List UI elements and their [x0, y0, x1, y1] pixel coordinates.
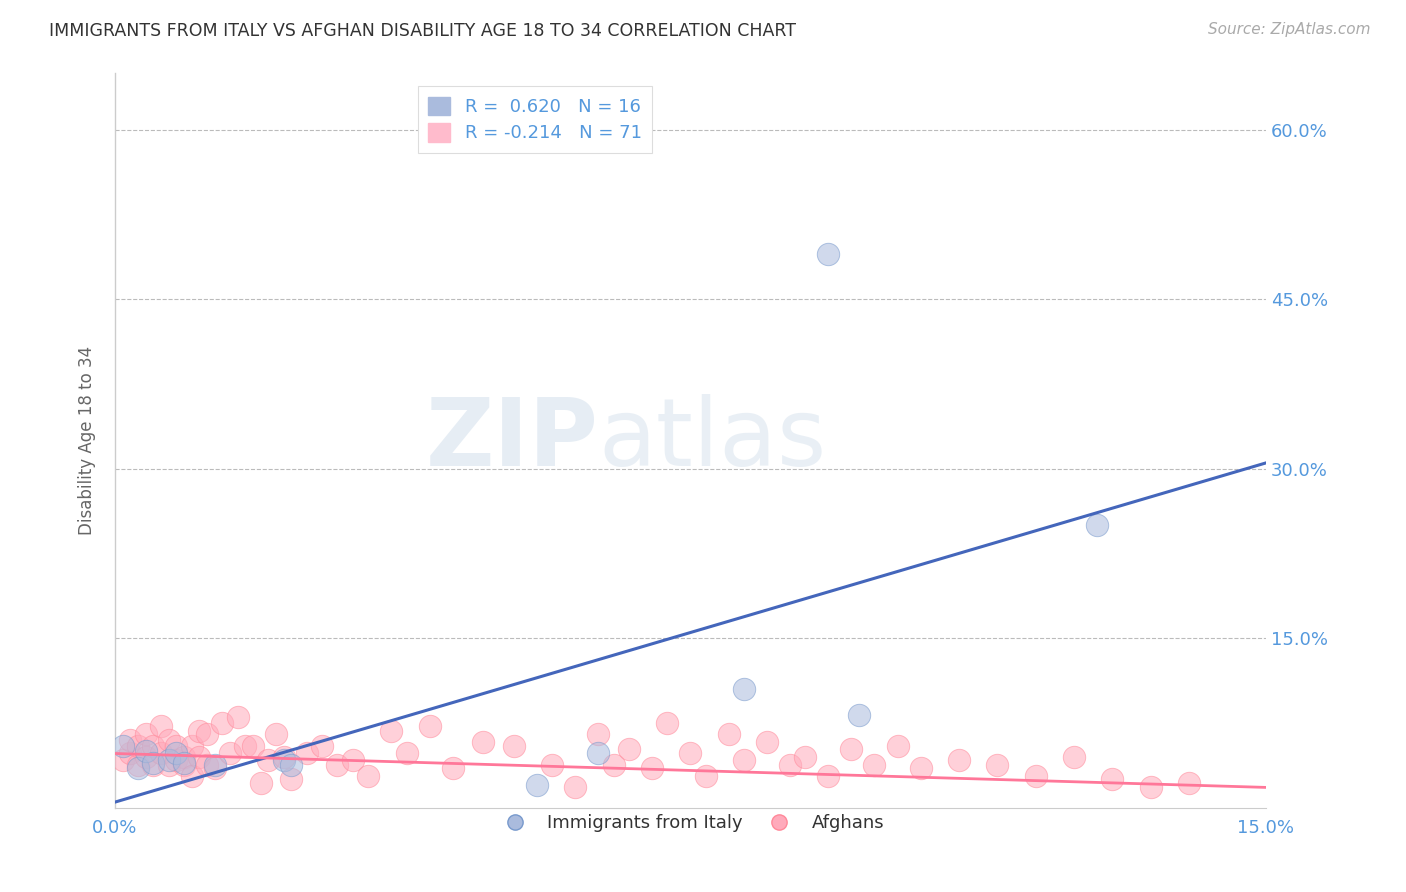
Point [235, 739, 257, 753]
Point [219, 747, 242, 761]
Point [342, 753, 364, 767]
Point [588, 747, 610, 761]
Text: IMMIGRANTS FROM ITALY VS AFGHAN DISABILITY AGE 18 TO 34 CORRELATION CHART: IMMIGRANTS FROM ITALY VS AFGHAN DISABILI… [49, 22, 796, 40]
Point [779, 757, 801, 772]
Point [157, 733, 180, 747]
Point [280, 772, 302, 787]
Point [472, 735, 495, 749]
Point [173, 756, 195, 770]
Point [180, 769, 202, 783]
Point [863, 757, 886, 772]
Point [1063, 750, 1085, 764]
Point [264, 727, 287, 741]
Point [733, 681, 755, 696]
Point [180, 739, 202, 753]
Text: Source: ZipAtlas.com: Source: ZipAtlas.com [1208, 22, 1371, 37]
Point [120, 733, 142, 747]
Point [948, 753, 970, 767]
Point [204, 761, 226, 775]
Point [188, 723, 211, 738]
Point [326, 757, 349, 772]
Text: atlas: atlas [599, 394, 827, 486]
Point [165, 739, 187, 753]
Point [910, 761, 932, 775]
Point [380, 723, 402, 738]
Point [195, 727, 218, 741]
Point [679, 747, 702, 761]
Point [848, 708, 870, 723]
Point [157, 757, 180, 772]
Point [111, 753, 134, 767]
Point [257, 753, 280, 767]
Point [211, 716, 233, 731]
Point [142, 757, 165, 772]
Point [357, 769, 380, 783]
Legend: Immigrants from Italy, Afghans: Immigrants from Italy, Afghans [489, 806, 891, 839]
Point [733, 753, 755, 767]
Point [188, 750, 211, 764]
Point [142, 739, 165, 753]
Point [588, 727, 610, 741]
Point [226, 710, 249, 724]
Point [1139, 780, 1161, 795]
Point [165, 753, 187, 767]
Point [273, 753, 295, 767]
Point [242, 739, 264, 753]
Point [127, 761, 149, 775]
Point [794, 750, 817, 764]
Point [1178, 776, 1201, 790]
Point [173, 750, 195, 764]
Point [617, 742, 640, 756]
Point [142, 756, 165, 770]
Point [1101, 772, 1123, 787]
Point [135, 750, 157, 764]
Point [817, 769, 839, 783]
Point [280, 757, 302, 772]
Point [1025, 769, 1047, 783]
Point [441, 761, 464, 775]
Point [273, 750, 295, 764]
Point [886, 739, 908, 753]
Point [717, 727, 740, 741]
Point [295, 747, 318, 761]
Point [111, 739, 134, 753]
Point [120, 747, 142, 761]
Point [602, 757, 624, 772]
Point [395, 747, 418, 761]
Point [657, 716, 679, 731]
Point [150, 719, 173, 733]
Point [695, 769, 717, 783]
Point [756, 735, 779, 749]
Point [311, 739, 333, 753]
Point [1085, 518, 1108, 533]
Point [165, 747, 187, 761]
Point [526, 778, 548, 792]
Text: ZIP: ZIP [426, 394, 599, 486]
Point [135, 744, 157, 758]
Point [419, 719, 441, 733]
Point [817, 247, 839, 261]
Point [564, 780, 586, 795]
Point [986, 757, 1008, 772]
Point [127, 739, 149, 753]
Point [541, 757, 564, 772]
Point [204, 757, 226, 772]
Point [249, 776, 271, 790]
Point [157, 753, 180, 767]
Point [195, 757, 218, 772]
Point [503, 739, 526, 753]
Point [127, 757, 149, 772]
Y-axis label: Disability Age 18 to 34: Disability Age 18 to 34 [79, 346, 96, 535]
Point [841, 742, 863, 756]
Point [135, 727, 157, 741]
Point [150, 747, 173, 761]
Point [173, 757, 195, 772]
Point [641, 761, 664, 775]
